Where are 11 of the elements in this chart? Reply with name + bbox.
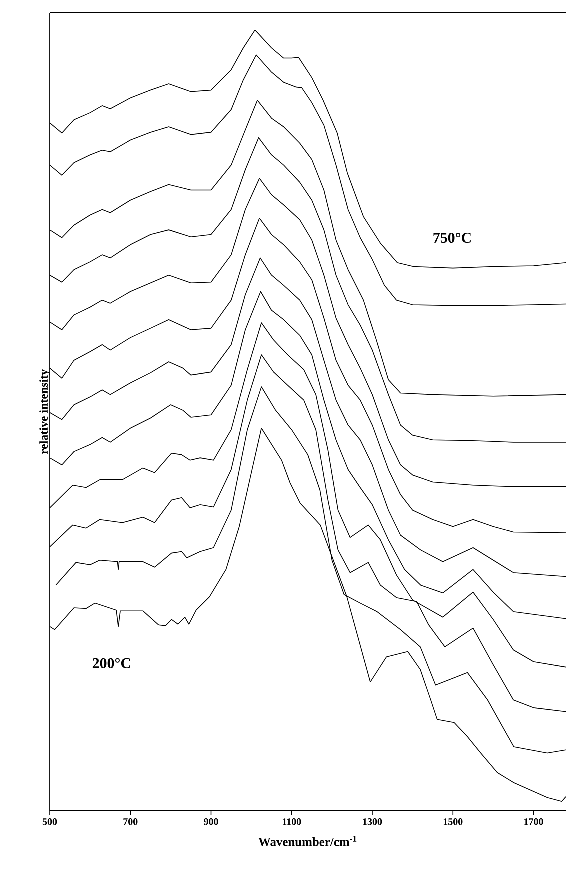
x-tick-label: 900 bbox=[204, 818, 218, 826]
x-tick-label: 1300 bbox=[363, 818, 382, 826]
series-label: 750°C bbox=[434, 232, 471, 244]
x-tick-label: 1100 bbox=[282, 818, 302, 826]
text: 200°C bbox=[92, 658, 130, 668]
x-tick-label: 500 bbox=[42, 818, 58, 826]
x-axis-title: Wavenumber/cm$^{-1}$ bbox=[258, 836, 357, 846]
x-tick-label: 700 bbox=[124, 818, 138, 826]
y-axis-title: relative intensity bbox=[40, 370, 50, 454]
x-tick-label: 1500 bbox=[444, 818, 463, 826]
x-tick-label: 1700 bbox=[524, 818, 544, 826]
